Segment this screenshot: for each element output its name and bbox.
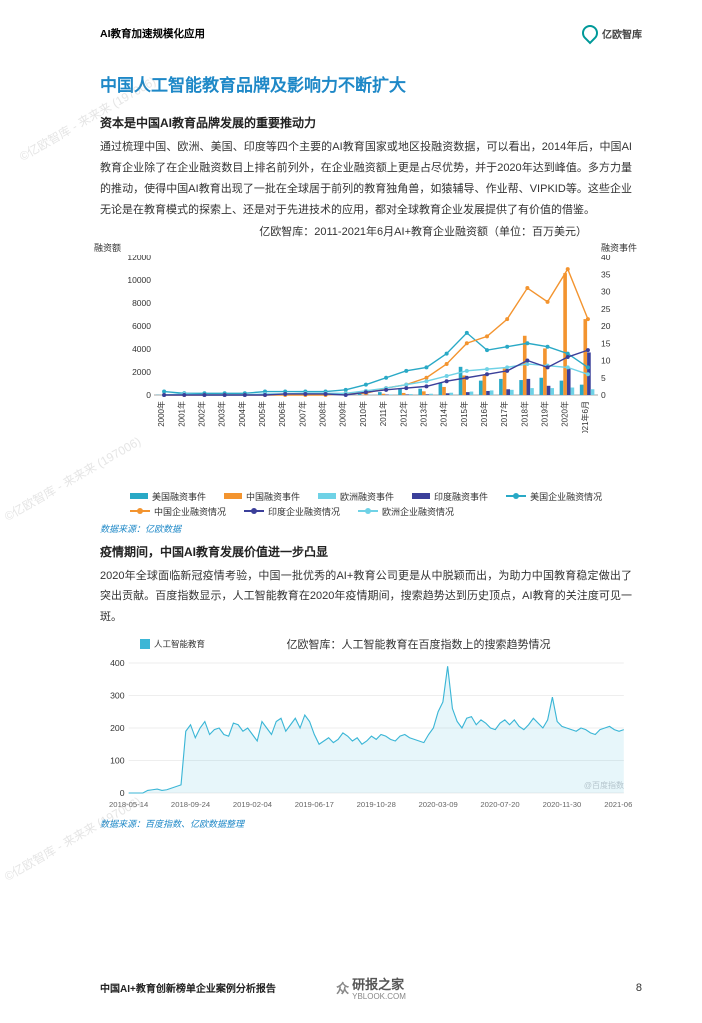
legend-item: 美国融资事件 [130,490,206,503]
svg-text:2020-11-30: 2020-11-30 [543,800,582,809]
chart2-watermark: @百度指数 [584,780,624,791]
svg-text:5: 5 [601,372,606,382]
svg-text:2021年6月: 2021年6月 [580,401,590,433]
page-header: AI教育加速规模化应用 亿欧智库 [0,0,702,51]
chart1-title: 亿欧智库：2011-2021年6月AI+教育企业融资额（单位：百万美元） [100,223,632,239]
svg-text:2000年: 2000年 [156,401,166,427]
chart2-svg: 0 100 200 300 400 2018-05-14 2018-09-24 2019-02… [100,658,632,813]
svg-text:2005年: 2005年 [257,401,267,427]
chart1-y-right-label: 融资事件 [601,241,637,254]
svg-text:2011年: 2011年 [378,401,388,426]
svg-text:2020年: 2020年 [560,401,570,427]
legend-item: 欧洲融资事件 [318,490,394,503]
svg-text:2007年: 2007年 [297,401,307,427]
svg-text:2009年: 2009年 [338,401,348,427]
logo-text: 亿欧智库 [602,26,642,41]
svg-text:10000: 10000 [127,275,151,285]
page-footer: 中国AI+教育创新榜单企业案例分析报告 众 研报之家 YBLOOK.COM 8 [100,980,642,995]
svg-text:6000: 6000 [132,321,151,331]
svg-text:35: 35 [601,269,611,279]
svg-text:200: 200 [110,723,125,733]
svg-text:2016年: 2016年 [479,401,489,427]
chart2-line: 0 100 200 300 400 2018-05-14 2018-09-24 2019-02… [100,658,632,813]
legend-item: 印度企业融资情况 [244,505,340,518]
svg-text:2018-05-14: 2018-05-14 [109,800,148,809]
svg-text:2006年: 2006年 [277,401,287,427]
section2-body: 2020年全球面临新冠疫情考验，中国一批优秀的AI+教育公司更是从中脱颖而出，为… [100,566,632,629]
svg-text:2001年: 2001年 [176,401,186,427]
svg-text:2020-07-20: 2020-07-20 [480,800,519,809]
svg-text:40: 40 [601,255,611,262]
svg-text:30: 30 [601,286,611,296]
svg-text:15: 15 [601,338,611,348]
chart1-combo: 融资额 融资事件 0200040006000800010000120000510… [100,243,632,488]
section1-body: 通过梳理中国、欧洲、美国、印度等四个主要的AI教育国家或地区投融资数据，可以看出… [100,137,632,221]
svg-text:0: 0 [146,390,151,400]
svg-text:2021-06-28: 2021-06-28 [604,800,632,809]
svg-text:2018年: 2018年 [519,401,529,427]
chart1-svg: 0 2000 4000 6000 8000 10000 12000 0 5 10 15 20 25 30 3… [126,255,616,433]
legend-item: 美国企业融资情况 [506,490,602,503]
chart2-legend-swatch [140,639,150,649]
svg-text:2008年: 2008年 [318,401,328,427]
svg-text:2020-03-09: 2020-03-09 [419,800,458,809]
section1-subtitle: 资本是中国AI教育品牌发展的重要推动力 [100,114,632,131]
svg-text:2018-09-24: 2018-09-24 [171,800,210,809]
svg-text:20: 20 [601,321,611,331]
svg-text:2019年: 2019年 [540,401,550,427]
chart2-legend-label: 人工智能教育 [154,638,205,650]
svg-text:25: 25 [601,303,611,313]
svg-text:2014年: 2014年 [439,401,449,427]
footer-brand-icon: 众 [336,978,349,997]
chart2-title: 亿欧智库：人工智能教育在百度指数上的搜索趋势情况 [205,636,632,652]
logo-icon [579,22,602,45]
svg-text:2002年: 2002年 [196,401,206,427]
chart2-source: 数据来源：百度指数、亿欧数据整理 [100,817,632,830]
svg-text:100: 100 [110,756,125,766]
svg-text:2013年: 2013年 [418,401,428,427]
svg-text:12000: 12000 [127,255,151,262]
svg-text:2010年: 2010年 [358,401,368,427]
chart1-source: 数据来源：亿欧数据 [100,522,632,535]
footer-brand-main: 研报之家 [352,977,404,992]
svg-text:2019-06-17: 2019-06-17 [295,800,334,809]
svg-text:2000: 2000 [132,367,151,377]
section2-subtitle: 疫情期间，中国AI教育发展价值进一步凸显 [100,543,632,560]
svg-text:2003年: 2003年 [217,401,227,427]
footer-brand: 众 研报之家 YBLOOK.COM [336,974,406,1001]
footer-brand-sub: YBLOOK.COM [352,993,406,1001]
svg-text:2015年: 2015年 [459,401,469,427]
svg-text:2017年: 2017年 [499,401,509,427]
page-number: 8 [636,982,642,994]
chart1-y-left-label: 融资额 [94,241,121,254]
header-doc-title: AI教育加速规模化应用 [100,26,205,41]
brand-logo: 亿欧智库 [582,25,642,41]
legend-item: 印度融资事件 [412,490,488,503]
legend-item: 中国融资事件 [224,490,300,503]
legend-item: 欧洲企业融资情况 [358,505,454,518]
svg-text:2004年: 2004年 [237,401,247,427]
chart2-legend: 人工智能教育 [140,638,205,650]
chart1-legend: 美国融资事件 中国融资事件 欧洲融资事件 印度融资事件 美国企业融资情况中国企业融资情况… [100,490,632,518]
footer-doc-title: 中国AI+教育创新榜单企业案例分析报告 [100,980,276,995]
svg-text:0: 0 [120,788,125,798]
svg-text:2019-02-04: 2019-02-04 [233,800,272,809]
svg-text:2019-10-28: 2019-10-28 [357,800,396,809]
svg-text:2012年: 2012年 [398,401,408,427]
svg-text:300: 300 [110,691,125,701]
svg-text:10: 10 [601,355,611,365]
svg-text:8000: 8000 [132,298,151,308]
legend-item: 中国企业融资情况 [130,505,226,518]
svg-text:0: 0 [601,390,606,400]
svg-text:4000: 4000 [132,344,151,354]
svg-text:400: 400 [110,658,125,668]
page-title: 中国人工智能教育品牌及影响力不断扩大 [100,71,632,96]
